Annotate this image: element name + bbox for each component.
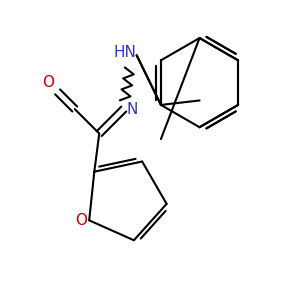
Text: O: O — [43, 75, 55, 90]
Text: HN: HN — [113, 45, 136, 60]
Text: O: O — [75, 213, 87, 228]
Text: N: N — [127, 101, 138, 116]
